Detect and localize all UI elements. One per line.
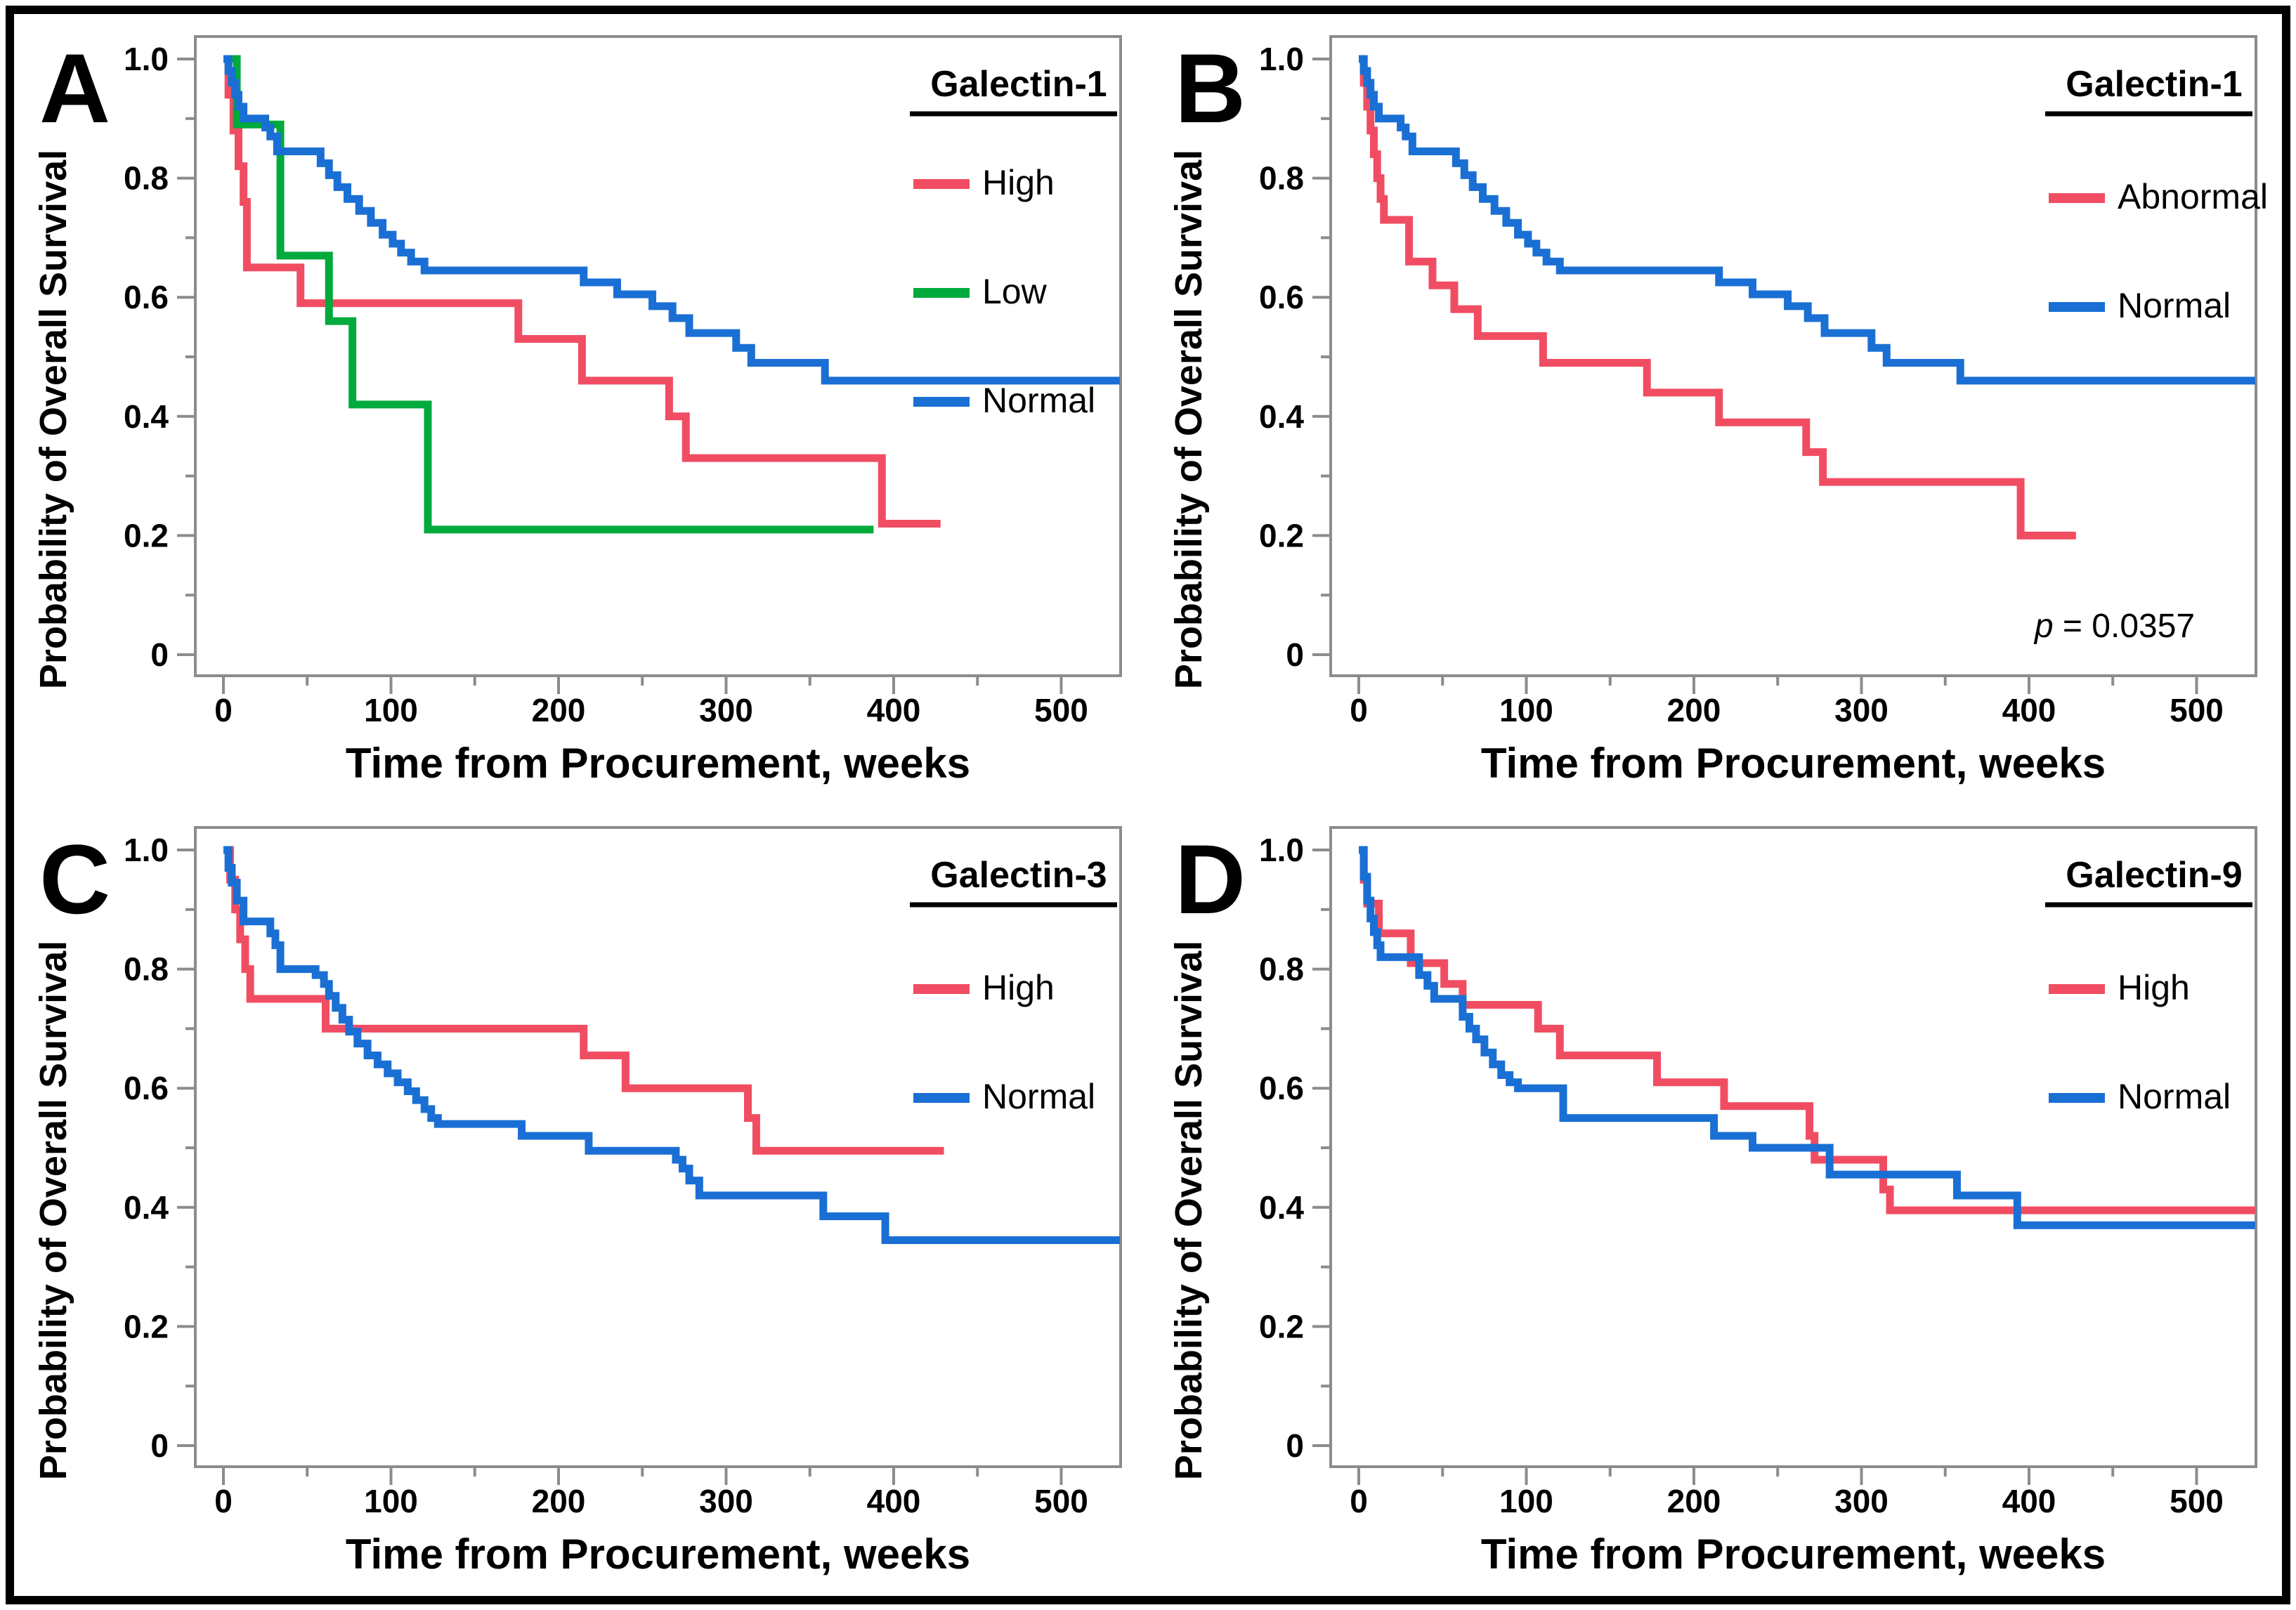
y-tick-label: 0.4 [1259,398,1304,435]
p-value-annotation: p = 0.0357 [2033,608,2195,645]
x-axis-title: Time from Procurement, weeks [1481,1531,2106,1578]
y-tick-label: 0.6 [124,279,169,315]
legend-label-normal: Normal [2118,286,2231,325]
panel-letter-D: D [1175,824,1246,934]
x-axis-title: Time from Procurement, weeks [1481,740,2106,787]
y-tick-label: 0.2 [124,1308,169,1344]
y-axis-title: Probability of Overall Survival [1168,150,1210,689]
y-tick-label: 0.4 [1259,1189,1304,1226]
x-tick-label: 100 [1499,1483,1553,1519]
y-tick-label: 0 [150,636,169,673]
legend-title: Galectin-9 [2066,855,2242,896]
legend-label-low: Low [982,272,1048,311]
x-tick-label: 0 [1350,1483,1368,1519]
x-tick-label: 500 [2170,692,2224,728]
series-normal [223,846,1120,1244]
x-tick-label: 200 [532,692,586,728]
x-tick-label: 100 [364,1483,418,1519]
panel-d-galectin9: 0 100 200 300 400 500 0 0.2 0.4 0.6 0.8 1.0 Time fro… [1156,806,2281,1597]
panel-letter-A: A [39,33,110,143]
y-tick-label: 0.2 [1259,517,1304,554]
legend-title: Galectin-1 [2066,64,2242,105]
y-tick-label: 0.8 [1259,951,1304,988]
x-tick-label: 500 [2170,1483,2224,1519]
x-tick-label: 400 [2002,692,2056,728]
four-panel-survival-figure: 0 100 200 300 400 500 0 0.2 0.4 0.6 0.8 1.0 Time fro… [6,6,2290,1604]
series-normal [1359,846,2255,1229]
panel-letter-B: B [1175,33,1246,143]
x-tick-label: 400 [2002,1483,2056,1519]
y-tick-label: 1.0 [124,41,169,77]
y-tick-label: 1.0 [124,832,169,868]
x-tick-label: 400 [867,1483,921,1519]
y-tick-label: 1.0 [1259,41,1304,77]
km-chart-C: 0 100 200 300 400 500 0 0.2 0.4 0.6 0.8 1.0 Time fro… [32,824,1122,1578]
legend-label-normal: Normal [982,1077,1095,1116]
legend-label-normal: Normal [982,381,1095,420]
y-tick-label: 0 [150,1427,169,1464]
x-axis-title: Time from Procurement, weeks [346,740,970,787]
km-chart-D: 0 100 200 300 400 500 0 0.2 0.4 0.6 0.8 1.0 Time fro… [1168,824,2257,1578]
series-high [223,846,944,1155]
x-axis-title: Time from Procurement, weeks [346,1531,970,1578]
y-tick-label: 0.6 [124,1070,169,1106]
y-axis-title: Probability of Overall Survival [32,150,74,689]
legend-label-abnormal: Abnormal [2118,177,2268,216]
x-tick-label: 200 [1667,692,1721,728]
y-tick-label: 1.0 [1259,832,1304,868]
series-normal [1359,55,2255,385]
x-tick-label: 500 [1034,1483,1088,1519]
panel-b-galectin1-abnormal-normal: 0 100 200 300 400 500 0 0.2 0.4 0.6 0.8 1.0 Time fro… [1156,15,2281,806]
panel-letter-C: C [39,824,110,934]
series-low [223,55,874,534]
y-tick-label: 0.4 [124,1189,169,1226]
y-tick-label: 0 [1286,1427,1304,1464]
y-tick-label: 0.4 [124,398,169,435]
plot-frame [1329,35,2257,677]
y-axis-title: Probability of Overall Survival [32,941,74,1480]
x-tick-label: 0 [1350,692,1368,728]
x-tick-label: 200 [532,1483,586,1519]
km-chart-B: 0 100 200 300 400 500 0 0.2 0.4 0.6 0.8 1.0 Time fro… [1168,33,2268,787]
x-tick-label: 300 [1834,692,1889,728]
y-tick-label: 0.6 [1259,1070,1304,1106]
x-tick-label: 300 [699,692,753,728]
y-tick-label: 0.6 [1259,279,1304,315]
plot-frame [194,35,1122,677]
series-normal [223,55,1120,385]
x-tick-label: 300 [1834,1483,1889,1519]
x-tick-label: 0 [214,1483,233,1519]
panel-a-galectin1-high-low-normal: 0 100 200 300 400 500 0 0.2 0.4 0.6 0.8 1.0 Time fro… [21,15,1145,806]
x-tick-label: 100 [1499,692,1553,728]
legend-label-normal: Normal [2118,1077,2231,1116]
x-tick-label: 400 [867,692,921,728]
km-chart-A: 0 100 200 300 400 500 0 0.2 0.4 0.6 0.8 1.0 Time fro… [32,33,1122,787]
legend-title: Galectin-1 [930,64,1107,105]
y-tick-label: 0 [1286,636,1304,673]
y-tick-label: 0.2 [124,517,169,554]
series-abnormal [1359,55,2076,539]
legend-label-high: High [2118,968,2190,1007]
x-tick-label: 200 [1667,1483,1721,1519]
x-tick-label: 500 [1034,692,1088,728]
y-tick-label: 0.8 [124,951,169,988]
x-tick-label: 300 [699,1483,753,1519]
x-tick-label: 0 [214,692,233,728]
legend-label-high: High [982,968,1055,1007]
legend-label-high: High [982,163,1055,202]
x-tick-label: 100 [364,692,418,728]
y-tick-label: 0.2 [1259,1308,1304,1344]
y-axis-title: Probability of Overall Survival [1168,941,1210,1480]
y-tick-label: 0.8 [1259,160,1304,197]
panel-c-galectin3: 0 100 200 300 400 500 0 0.2 0.4 0.6 0.8 1.0 Time fro… [21,806,1145,1597]
y-tick-label: 0.8 [124,160,169,197]
legend-title: Galectin-3 [930,855,1107,896]
